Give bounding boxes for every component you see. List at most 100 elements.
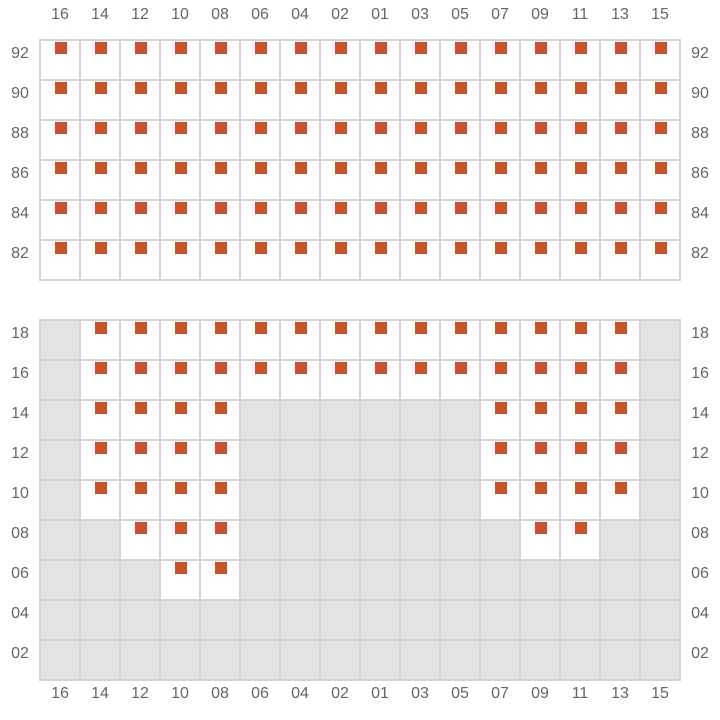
seat-marker[interactable]: [295, 82, 307, 94]
seat-marker[interactable]: [455, 362, 467, 374]
seat-marker[interactable]: [215, 242, 227, 254]
seat-marker[interactable]: [415, 42, 427, 54]
seat-marker[interactable]: [415, 162, 427, 174]
seat-marker[interactable]: [535, 122, 547, 134]
seat-marker[interactable]: [415, 122, 427, 134]
seat-marker[interactable]: [655, 82, 667, 94]
seat-marker[interactable]: [175, 322, 187, 334]
seat-marker[interactable]: [215, 42, 227, 54]
seat-marker[interactable]: [575, 402, 587, 414]
seat-marker[interactable]: [95, 202, 107, 214]
seat-marker[interactable]: [135, 122, 147, 134]
seat-marker[interactable]: [615, 202, 627, 214]
seat-marker[interactable]: [135, 362, 147, 374]
seat-marker[interactable]: [615, 482, 627, 494]
seat-marker[interactable]: [295, 202, 307, 214]
seat-marker[interactable]: [495, 322, 507, 334]
seat-marker[interactable]: [295, 42, 307, 54]
seat-marker[interactable]: [535, 482, 547, 494]
seat-marker[interactable]: [95, 362, 107, 374]
seat-marker[interactable]: [575, 362, 587, 374]
seat-marker[interactable]: [535, 402, 547, 414]
seat-marker[interactable]: [135, 202, 147, 214]
seat-marker[interactable]: [415, 242, 427, 254]
seat-marker[interactable]: [495, 162, 507, 174]
seat-marker[interactable]: [95, 442, 107, 454]
seat-marker[interactable]: [615, 42, 627, 54]
seat-marker[interactable]: [575, 162, 587, 174]
seat-marker[interactable]: [335, 242, 347, 254]
seat-marker[interactable]: [295, 162, 307, 174]
seat-marker[interactable]: [295, 362, 307, 374]
seat-marker[interactable]: [295, 322, 307, 334]
seat-marker[interactable]: [655, 162, 667, 174]
seat-marker[interactable]: [575, 522, 587, 534]
seat-marker[interactable]: [535, 42, 547, 54]
seat-marker[interactable]: [655, 202, 667, 214]
seat-marker[interactable]: [215, 482, 227, 494]
seat-marker[interactable]: [535, 202, 547, 214]
seat-marker[interactable]: [335, 162, 347, 174]
seat-marker[interactable]: [135, 162, 147, 174]
seat-marker[interactable]: [575, 242, 587, 254]
seat-marker[interactable]: [535, 442, 547, 454]
seat-marker[interactable]: [495, 402, 507, 414]
seat-marker[interactable]: [135, 522, 147, 534]
seat-marker[interactable]: [95, 402, 107, 414]
seat-marker[interactable]: [535, 522, 547, 534]
seat-marker[interactable]: [95, 42, 107, 54]
seat-marker[interactable]: [175, 402, 187, 414]
seat-marker[interactable]: [135, 322, 147, 334]
seat-marker[interactable]: [255, 122, 267, 134]
seat-marker[interactable]: [335, 362, 347, 374]
seat-marker[interactable]: [255, 322, 267, 334]
seat-marker[interactable]: [615, 242, 627, 254]
seat-marker[interactable]: [55, 242, 67, 254]
seat-marker[interactable]: [135, 242, 147, 254]
seat-marker[interactable]: [375, 122, 387, 134]
seat-marker[interactable]: [455, 242, 467, 254]
seat-marker[interactable]: [455, 162, 467, 174]
seat-marker[interactable]: [215, 122, 227, 134]
seat-marker[interactable]: [615, 402, 627, 414]
seat-marker[interactable]: [175, 122, 187, 134]
seat-marker[interactable]: [375, 82, 387, 94]
seat-marker[interactable]: [215, 162, 227, 174]
seat-marker[interactable]: [175, 82, 187, 94]
seat-marker[interactable]: [335, 82, 347, 94]
seat-marker[interactable]: [335, 122, 347, 134]
seat-marker[interactable]: [55, 82, 67, 94]
seat-marker[interactable]: [295, 122, 307, 134]
seat-marker[interactable]: [455, 322, 467, 334]
seat-marker[interactable]: [255, 42, 267, 54]
seat-marker[interactable]: [455, 42, 467, 54]
seat-marker[interactable]: [615, 322, 627, 334]
seat-marker[interactable]: [495, 362, 507, 374]
seat-marker[interactable]: [375, 242, 387, 254]
seat-marker[interactable]: [255, 202, 267, 214]
seat-marker[interactable]: [495, 122, 507, 134]
seat-marker[interactable]: [575, 482, 587, 494]
seat-marker[interactable]: [215, 362, 227, 374]
seat-marker[interactable]: [255, 162, 267, 174]
seat-marker[interactable]: [375, 162, 387, 174]
seat-marker[interactable]: [335, 42, 347, 54]
seat-marker[interactable]: [375, 202, 387, 214]
seat-marker[interactable]: [455, 82, 467, 94]
seat-marker[interactable]: [575, 122, 587, 134]
seat-marker[interactable]: [575, 42, 587, 54]
seat-marker[interactable]: [455, 202, 467, 214]
seat-marker[interactable]: [495, 442, 507, 454]
seat-marker[interactable]: [55, 122, 67, 134]
seat-marker[interactable]: [415, 202, 427, 214]
seat-marker[interactable]: [575, 202, 587, 214]
seat-marker[interactable]: [175, 242, 187, 254]
seat-marker[interactable]: [135, 402, 147, 414]
seat-marker[interactable]: [375, 42, 387, 54]
seat-marker[interactable]: [175, 202, 187, 214]
seat-marker[interactable]: [615, 122, 627, 134]
seat-marker[interactable]: [615, 82, 627, 94]
seat-marker[interactable]: [135, 82, 147, 94]
seat-marker[interactable]: [95, 482, 107, 494]
seat-marker[interactable]: [615, 362, 627, 374]
